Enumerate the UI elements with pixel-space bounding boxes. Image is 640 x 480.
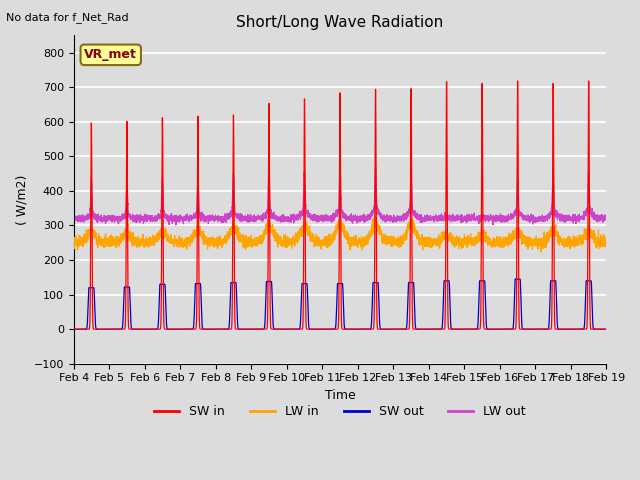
Title: Short/Long Wave Radiation: Short/Long Wave Radiation: [236, 15, 444, 30]
Y-axis label: ( W/m2): ( W/m2): [15, 174, 28, 225]
Text: VR_met: VR_met: [84, 48, 137, 61]
X-axis label: Time: Time: [324, 389, 355, 402]
Text: No data for f_Net_Rad: No data for f_Net_Rad: [6, 12, 129, 23]
Legend: SW in, LW in, SW out, LW out: SW in, LW in, SW out, LW out: [149, 400, 531, 423]
